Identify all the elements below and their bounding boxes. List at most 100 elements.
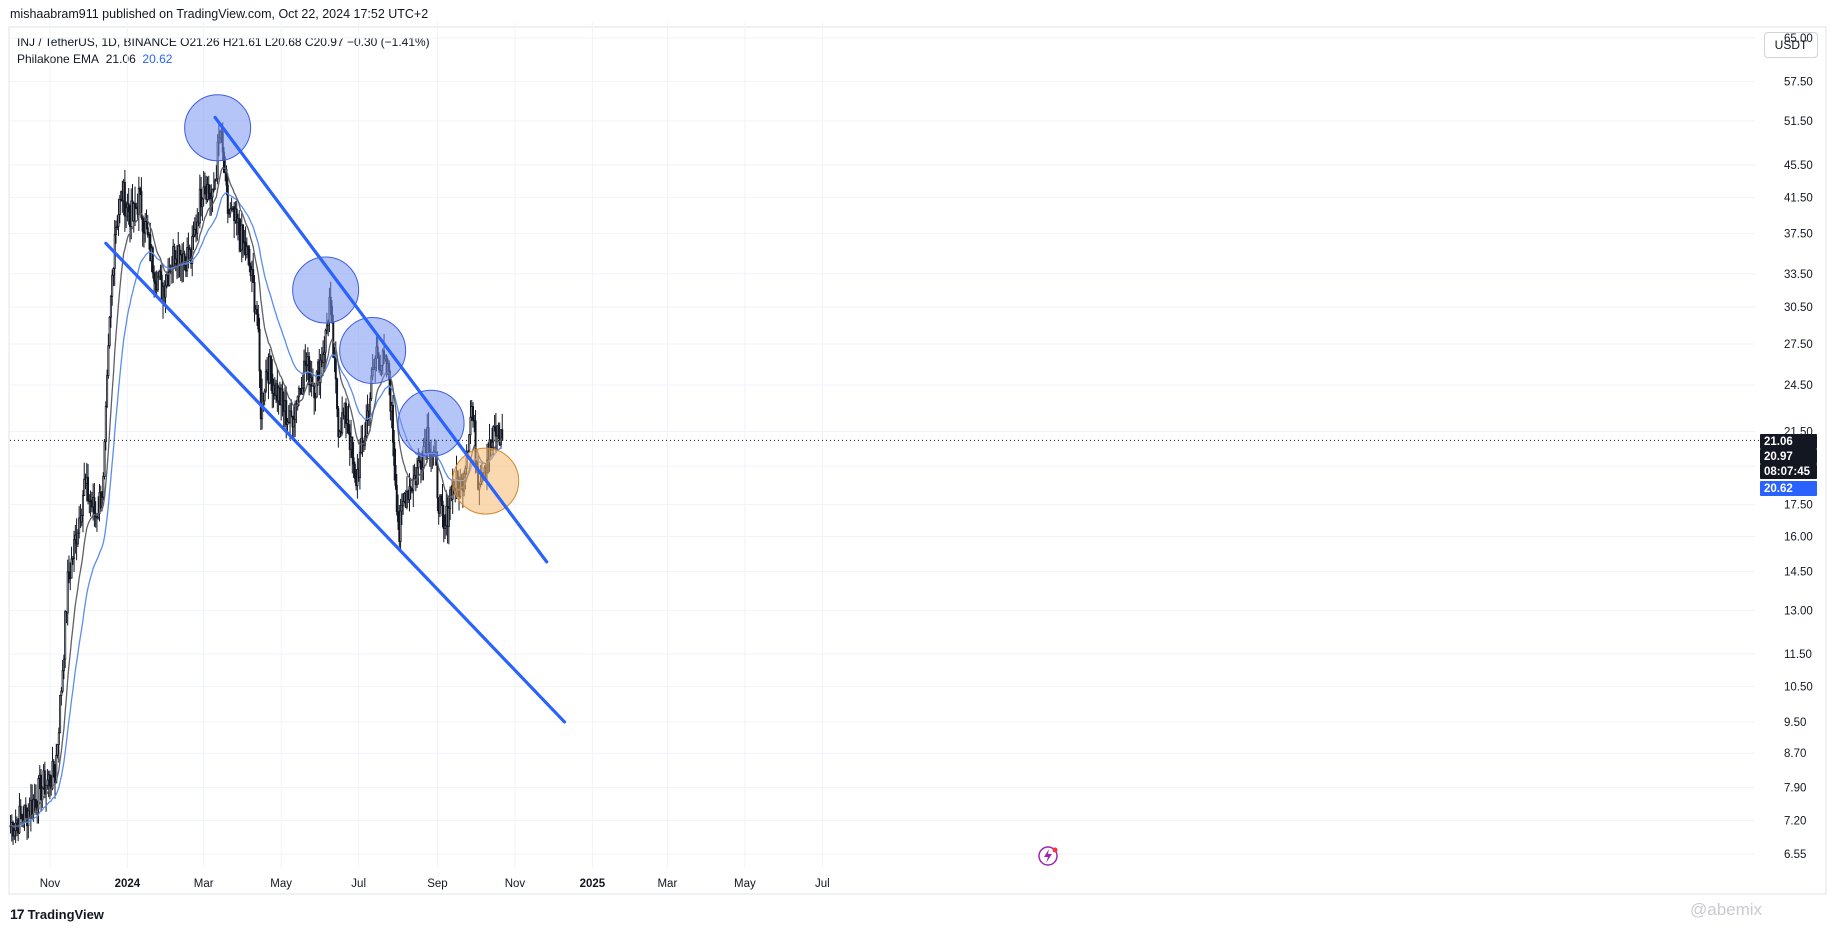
candle [34,784,37,815]
y-tick-label: 7.20 [1784,816,1806,828]
candle-body [257,313,260,330]
candle-body [438,495,441,514]
candle-body [492,426,495,443]
candle [193,217,196,238]
candle-body [215,178,218,182]
candle [89,490,92,517]
candle-body [341,412,344,434]
candle [78,506,81,539]
candle-body [256,308,259,315]
candle [344,398,347,439]
candle-body [19,805,22,815]
candle [186,237,189,278]
y-tick-label: 8.70 [1784,748,1806,760]
candle [491,427,494,451]
candle [468,434,471,452]
candle-body [66,571,69,614]
candle [88,494,91,514]
candle [497,422,500,440]
candle-body [156,276,159,291]
candle-body [281,388,284,402]
candle-body [107,345,110,376]
y-tick-label: 27.50 [1784,339,1813,351]
candle-body [325,325,328,331]
candle [269,354,272,391]
candle [242,224,245,258]
candle [228,208,231,218]
y-tick-label: 65.00 [1784,33,1813,45]
candle [313,382,316,415]
candle [226,173,229,224]
currency-button[interactable]: USDT [1764,32,1818,58]
candle-body [109,296,112,318]
candle-body [332,321,335,358]
candle [412,465,415,508]
candle [83,462,86,497]
x-axis: Nov 2024 Mar May Jul Sep Nov 2025 Mar May Jul [40,878,830,890]
candle [116,215,119,231]
y-tick-label: 24.50 [1784,380,1813,392]
candle [323,336,326,372]
candle [109,294,112,328]
chart-frame [8,26,1827,895]
y-tick-label: 33.50 [1784,269,1813,281]
tradingview-logo[interactable]: 17 TradingView [10,906,104,922]
candle [399,498,402,552]
candle-body [125,207,128,217]
candle-body [238,218,241,235]
candle [183,250,186,271]
candle-body [46,779,49,786]
candle [23,804,26,831]
candle [46,768,49,790]
candle [352,442,355,478]
x-tick-label: May [734,878,756,890]
candle [214,178,217,190]
ema-fast-price-label-bg [1760,434,1817,449]
candle-body [23,804,26,823]
y-tick-label: 51.50 [1784,116,1813,128]
ema-fast-line [10,166,503,828]
candle [248,245,251,273]
candle [125,201,128,228]
candle [211,188,214,213]
candle [493,414,496,432]
candle [123,169,126,232]
candle-body [106,375,109,407]
candle [336,377,339,418]
tradingview-mark-icon: 17 [10,906,25,922]
candle-body [73,539,76,559]
close-price-label-text: 20.97 [1764,451,1793,463]
candle-body [290,410,293,417]
candle-body [303,360,306,389]
candle [469,400,472,445]
candle-body [207,183,210,194]
candle [397,494,400,530]
y-tick-label: 16.00 [1784,532,1813,544]
candle [394,448,397,490]
ema-slow-value: 20.62 [142,52,173,66]
candle-body [301,387,304,395]
candle [257,304,260,333]
candle-body [441,500,444,517]
candle-body [132,203,135,222]
highlight-circle-blue [339,316,407,384]
candle-body [93,497,96,514]
candle-body [154,280,157,285]
candle [70,546,73,579]
candle-body [468,434,471,452]
candle-body [469,416,472,436]
candle [61,660,64,694]
candle-body [296,396,299,408]
candle-body [393,441,396,466]
candle [438,493,441,518]
candle-body [304,360,307,366]
candle [229,202,232,218]
indicator-legend[interactable]: Philakone EMA 21.06 20.62 [17,51,430,68]
candle-body [209,192,212,200]
candle [244,226,247,261]
candle-body [57,732,60,745]
x-tick-label: Nov [40,878,61,890]
countdown-label-bg [1760,464,1817,479]
candle [419,452,422,484]
